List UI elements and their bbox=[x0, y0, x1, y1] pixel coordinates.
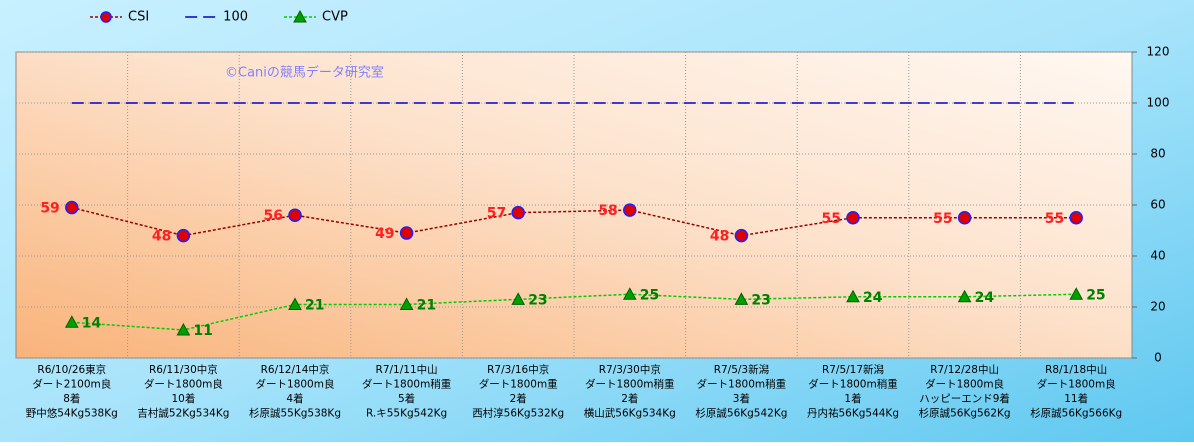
x-tick-label: 1着 bbox=[844, 392, 861, 405]
data-label: 49 bbox=[375, 226, 394, 242]
x-tick-label: 3着 bbox=[733, 392, 750, 405]
x-tick-label: R6/11/30中京 bbox=[149, 363, 218, 376]
data-label: 58 bbox=[598, 203, 617, 219]
x-tick-label: 2着 bbox=[510, 392, 527, 405]
point bbox=[846, 211, 860, 225]
x-tick-label: 野中悠54Kg538Kg bbox=[26, 407, 118, 420]
y-tick-label: 120 bbox=[1147, 45, 1170, 59]
legend-label: CSI bbox=[128, 10, 149, 25]
point bbox=[176, 228, 191, 243]
point bbox=[511, 292, 526, 305]
data-label: 21 bbox=[305, 297, 324, 313]
point bbox=[957, 211, 972, 225]
x-tick-label: R8/1/18中山 bbox=[1045, 363, 1107, 376]
x-tick-label: 10着 bbox=[171, 392, 195, 405]
x-tick-label: 丹内祐56Kg544Kg bbox=[807, 407, 899, 420]
y-tick-label: 40 bbox=[1150, 249, 1165, 263]
series-line bbox=[71, 293, 1077, 331]
legend-label: CVP bbox=[322, 10, 348, 25]
point bbox=[957, 289, 972, 303]
x-tick-label: 杉原誠56Kg562Kg bbox=[919, 407, 1011, 420]
point bbox=[1069, 211, 1083, 225]
x-tick-label: 8着 bbox=[63, 392, 80, 405]
x-tick-label: R7/5/17新潟 bbox=[822, 363, 884, 376]
x-tick-label: R7/5/3新潟 bbox=[714, 363, 769, 376]
data-label: 24 bbox=[863, 290, 883, 306]
x-tick-label: 4着 bbox=[286, 392, 303, 405]
y-tick-label: 100 bbox=[1147, 96, 1170, 110]
point bbox=[399, 226, 414, 240]
point bbox=[288, 297, 302, 310]
x-tick-label: ダート1800m良 bbox=[144, 378, 223, 391]
x-tick-label: 杉原誠56Kg542Kg bbox=[695, 407, 787, 420]
point bbox=[65, 200, 79, 215]
data-label: 55 bbox=[933, 211, 952, 227]
x-tick-label: 横山武56Kg534Kg bbox=[584, 407, 676, 420]
x-tick-label: 杉原誠55Kg538Kg bbox=[249, 407, 341, 420]
y-tick-label: 0 bbox=[1154, 351, 1162, 365]
data-label: 56 bbox=[264, 208, 283, 224]
point bbox=[399, 297, 414, 310]
point bbox=[64, 315, 79, 328]
point bbox=[1069, 287, 1084, 300]
x-tick-label: 杉原誠56Kg566Kg bbox=[1030, 407, 1122, 420]
y-tick-label: 60 bbox=[1150, 198, 1165, 212]
series-line bbox=[71, 206, 1077, 237]
x-tick-label: ダート1800m稍重 bbox=[362, 378, 451, 391]
data-label: 23 bbox=[528, 292, 547, 308]
x-tick-label: R7/1/11中山 bbox=[376, 363, 438, 376]
x-tick-label: ダート2100m良 bbox=[32, 378, 111, 391]
data-label: 25 bbox=[1086, 287, 1105, 303]
x-tick-label: R7/12/28中山 bbox=[930, 363, 999, 376]
x-tick-label: ダート1800m重 bbox=[479, 378, 558, 391]
point bbox=[734, 292, 749, 305]
x-tick-label: R.キ55Kg542Kg bbox=[366, 408, 447, 420]
data-label: 48 bbox=[152, 229, 171, 245]
x-tick-label: R7/3/16中京 bbox=[487, 363, 549, 376]
data-label: 23 bbox=[751, 292, 770, 308]
x-tick-label: 5着 bbox=[398, 392, 415, 405]
point bbox=[846, 289, 860, 303]
point bbox=[288, 208, 302, 222]
y-tick-label: 80 bbox=[1150, 147, 1165, 161]
point bbox=[622, 287, 637, 300]
x-tick-label: 吉村誠52Kg534Kg bbox=[137, 407, 229, 420]
data-label: 59 bbox=[40, 201, 59, 217]
x-tick-label: 2着 bbox=[621, 392, 638, 405]
data-label: 25 bbox=[640, 287, 659, 303]
x-tick-label: ダート1800m稍重 bbox=[585, 378, 674, 391]
point bbox=[734, 228, 749, 243]
x-tick-label: ダート1800m稍重 bbox=[697, 378, 786, 391]
x-tick-label: ダート1800m稍重 bbox=[808, 378, 897, 391]
x-tick-label: ダート1800m良 bbox=[256, 378, 335, 391]
x-tick-label: 11着 bbox=[1064, 392, 1088, 405]
legend-marker bbox=[100, 11, 112, 23]
x-tick-label: 西村淳56Kg532Kg bbox=[472, 407, 564, 420]
data-label: 24 bbox=[975, 290, 995, 306]
x-tick-label: R7/3/30中京 bbox=[599, 363, 661, 376]
watermark: ©Caniの競馬データ研究室 bbox=[225, 65, 384, 81]
data-label: 55 bbox=[1045, 211, 1064, 227]
point bbox=[176, 322, 191, 336]
x-tick-label: R6/10/26東京 bbox=[37, 363, 106, 376]
data-label: 21 bbox=[417, 297, 436, 313]
data-label: 11 bbox=[193, 323, 212, 339]
x-tick-label: ダート1800m良 bbox=[1037, 378, 1116, 391]
legend-label: 100 bbox=[223, 10, 248, 25]
y-tick-label: 20 bbox=[1150, 300, 1165, 314]
x-tick-label: ハッピーエンド9着 bbox=[919, 392, 1010, 405]
point bbox=[511, 205, 525, 220]
legend-marker bbox=[293, 9, 307, 23]
point bbox=[623, 203, 637, 217]
x-tick-label: R6/12/14中京 bbox=[261, 363, 330, 376]
data-label: 14 bbox=[82, 315, 102, 331]
x-tick-label: ダート1800m良 bbox=[925, 378, 1004, 391]
data-label: 57 bbox=[487, 206, 506, 222]
data-label: 55 bbox=[822, 211, 841, 227]
data-label: 48 bbox=[710, 229, 729, 245]
